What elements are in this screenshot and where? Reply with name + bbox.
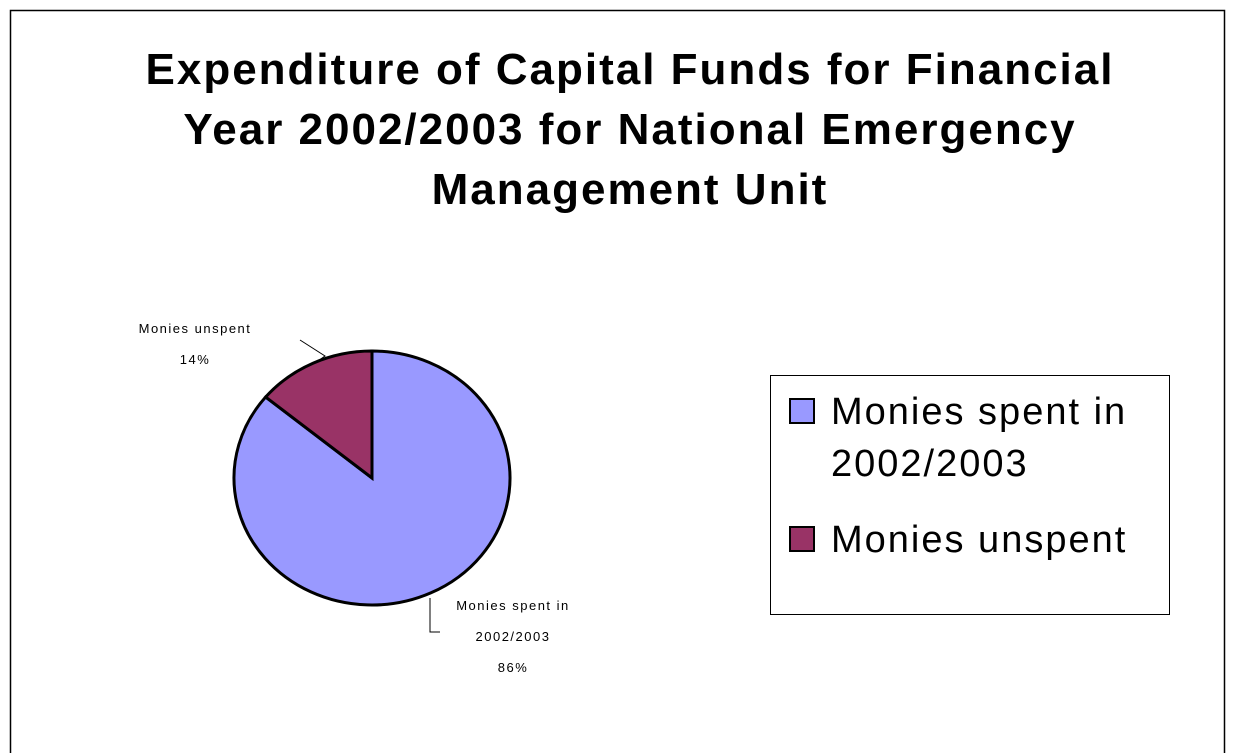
data-label-value: 86%: [497, 660, 529, 675]
frame: [9, 9, 1226, 753]
data-label-category: Monies unspent: [138, 321, 252, 336]
legend-label: Monies spent in 2002/2003: [831, 391, 1128, 485]
legend-label: Monies unspent: [831, 519, 1128, 561]
pie-slice: [263, 349, 374, 482]
pie: [232, 349, 512, 607]
data-label-category: Monies spent in 2002/2003: [456, 598, 570, 644]
legend-swatch: [789, 526, 815, 552]
leader-line: [429, 598, 440, 633]
data-label-value: 14%: [179, 352, 211, 367]
chart-title: Expenditure of Capital Funds for Financi…: [145, 45, 1115, 214]
legend: Monies spent in 2002/2003 Monies unspent: [770, 375, 1170, 615]
legend-swatch: [789, 398, 815, 424]
data-label: Monies unspent 14%: [110, 313, 280, 375]
data-label: Monies spent in 2002/2003 86%: [428, 590, 598, 683]
